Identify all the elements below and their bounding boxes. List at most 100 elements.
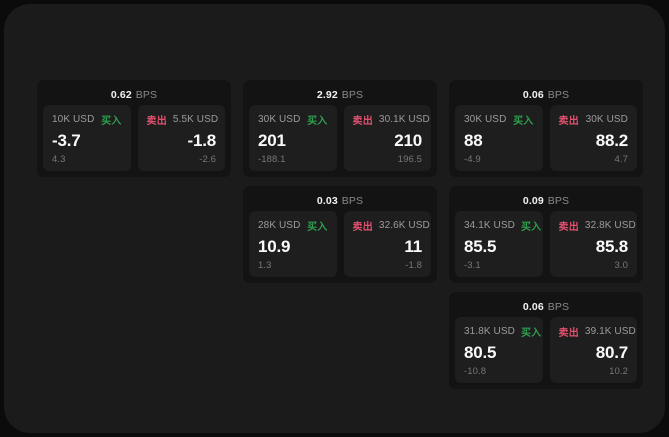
buy-panel-header: 10K USD 买入 [52,113,122,127]
card-header: 0.03 BPS [249,192,431,211]
card-body: 28K USD 买入 10.9 1.3 卖出 32.6K USD 11 -1.8 [249,211,431,277]
sell-price: -1.8 [187,131,217,150]
sell-panel[interactable]: 卖出 30.1K USD 210 196.5 [343,105,431,171]
buy-action-label[interactable]: 买入 [101,116,122,127]
quote-card[interactable]: 0.09 BPS 34.1K USD 买入 85.5 -3.1 卖出 32.8K USD 85.… [449,186,643,283]
sell-quantity-label: 32.6K USD [378,220,430,231]
sell-delta: 3.0 [614,259,628,271]
card-header: 0.09 BPS [455,192,637,211]
sell-panel[interactable]: 卖出 39.1K USD 80.7 10.2 [549,317,637,383]
card-body: 30K USD 买入 201 -188.1 卖出 30.1K USD 210 196.5 [249,105,431,171]
sell-action-label[interactable]: 卖出 [352,222,373,233]
sell-panel-header: 卖出 30K USD [558,113,629,127]
quote-card[interactable]: 2.92 BPS 30K USD 买入 201 -188.1 卖出 30.1K USD 210 1… [243,80,437,177]
sell-panel[interactable]: 卖出 32.8K USD 85.8 3.0 [549,211,637,277]
sell-panel-header: 卖出 39.1K USD [558,325,636,339]
card-body: 34.1K USD 买入 85.5 -3.1 卖出 32.8K USD 85.8 3.0 [455,211,637,277]
sell-panel-header: 卖出 5.5K USD [146,113,219,127]
sell-delta: 4.7 [614,153,628,165]
buy-quantity-label: 34.1K USD [464,220,515,231]
sell-panel[interactable]: 卖出 32.6K USD 11 -1.8 [343,211,431,277]
bps-unit-label: BPS [547,301,570,314]
sell-action-label[interactable]: 卖出 [558,116,579,127]
buy-quantity-label: 30K USD [464,114,507,125]
buy-panel-header: 31.8K USD 买入 [464,325,541,339]
sell-panel-header: 卖出 32.6K USD [352,219,430,233]
card-header: 0.06 BPS [455,298,637,317]
sell-action-label[interactable]: 卖出 [352,116,373,127]
buy-delta: 4.3 [52,153,66,165]
sell-price: 11 [404,237,422,256]
sell-quantity-label: 39.1K USD [584,326,636,337]
bps-value: 0.09 [522,195,544,208]
quote-card[interactable]: 0.03 BPS 28K USD 买入 10.9 1.3 卖出 32.6K USD 11 -1.8 [243,186,437,283]
card-header: 0.62 BPS [43,86,225,105]
buy-price: -3.7 [52,131,81,150]
quote-card[interactable]: 0.06 BPS 30K USD 买入 88 -4.9 卖出 30K USD 88.2 4.7 [449,80,643,177]
sell-action-label[interactable]: 卖出 [558,328,579,339]
buy-panel[interactable]: 30K USD 买入 201 -188.1 [249,105,337,171]
card-body: 30K USD 买入 88 -4.9 卖出 30K USD 88.2 4.7 [455,105,637,171]
buy-price: 80.5 [464,343,497,362]
bps-unit-label: BPS [547,89,570,102]
card-body: 31.8K USD 买入 80.5 -10.8 卖出 39.1K USD 80.7 10.2 [455,317,637,383]
bps-value: 0.03 [316,195,338,208]
sell-price: 88.2 [595,131,628,150]
sell-quantity-label: 30.1K USD [378,114,430,125]
quote-card-grid: 0.62 BPS 10K USD 买入 -3.7 4.3 卖出 5.5K USD -1.8 -2.… [4,4,665,433]
card-header: 2.92 BPS [249,86,431,105]
buy-price: 201 [258,131,286,150]
sell-quantity-label: 32.8K USD [584,220,636,231]
sell-quantity-label: 30K USD [585,114,628,125]
bps-unit-label: BPS [135,89,158,102]
bps-unit-label: BPS [547,195,570,208]
card-header: 0.06 BPS [455,86,637,105]
buy-price: 88 [464,131,483,150]
sell-panel-header: 卖出 32.8K USD [558,219,636,233]
buy-quantity-label: 10K USD [52,114,95,125]
quote-card[interactable]: 0.06 BPS 31.8K USD 买入 80.5 -10.8 卖出 39.1K USD 80… [449,292,643,389]
buy-delta: -3.1 [464,259,481,271]
buy-action-label[interactable]: 买入 [307,222,328,233]
sell-delta: -1.8 [405,259,422,271]
sell-price: 80.7 [595,343,628,362]
buy-action-label[interactable]: 买入 [513,116,534,127]
card-body: 10K USD 买入 -3.7 4.3 卖出 5.5K USD -1.8 -2.6 [43,105,225,171]
buy-panel-header: 30K USD 买入 [464,113,534,127]
bps-value: 0.06 [522,89,544,102]
sell-delta: -2.6 [199,153,216,165]
sell-panel-header: 卖出 30.1K USD [352,113,430,127]
bps-unit-label: BPS [341,195,364,208]
bps-value: 2.92 [316,89,338,102]
buy-panel-header: 34.1K USD 买入 [464,219,541,233]
sell-action-label[interactable]: 卖出 [558,222,579,233]
buy-panel[interactable]: 28K USD 买入 10.9 1.3 [249,211,337,277]
buy-panel[interactable]: 10K USD 买入 -3.7 4.3 [43,105,131,171]
buy-panel-header: 28K USD 买入 [258,219,328,233]
buy-quantity-label: 31.8K USD [464,326,515,337]
buy-price: 10.9 [258,237,291,256]
buy-panel[interactable]: 34.1K USD 买入 85.5 -3.1 [455,211,543,277]
buy-action-label[interactable]: 买入 [520,328,542,339]
bps-value: 0.62 [110,89,132,102]
sell-panel[interactable]: 卖出 5.5K USD -1.8 -2.6 [137,105,225,171]
buy-delta: -10.8 [464,365,487,377]
buy-delta: -188.1 [258,153,286,165]
buy-price: 85.5 [464,237,497,256]
sell-action-label[interactable]: 卖出 [146,116,167,127]
bps-unit-label: BPS [341,89,364,102]
buy-panel[interactable]: 30K USD 买入 88 -4.9 [455,105,543,171]
buy-panel[interactable]: 31.8K USD 买入 80.5 -10.8 [455,317,543,383]
sell-delta: 196.5 [397,153,422,165]
buy-quantity-label: 28K USD [258,220,301,231]
sell-price: 85.8 [595,237,628,256]
app-root: 0.62 BPS 10K USD 买入 -3.7 4.3 卖出 5.5K USD -1.8 -2.… [4,4,665,433]
buy-action-label[interactable]: 买入 [307,116,328,127]
sell-panel[interactable]: 卖出 30K USD 88.2 4.7 [549,105,637,171]
buy-action-label[interactable]: 买入 [520,222,542,233]
quote-card[interactable]: 0.62 BPS 10K USD 买入 -3.7 4.3 卖出 5.5K USD -1.8 -2.… [37,80,231,177]
buy-panel-header: 30K USD 买入 [258,113,328,127]
buy-delta: -4.9 [464,153,481,165]
buy-delta: 1.3 [258,259,272,271]
bps-value: 0.06 [522,301,544,314]
